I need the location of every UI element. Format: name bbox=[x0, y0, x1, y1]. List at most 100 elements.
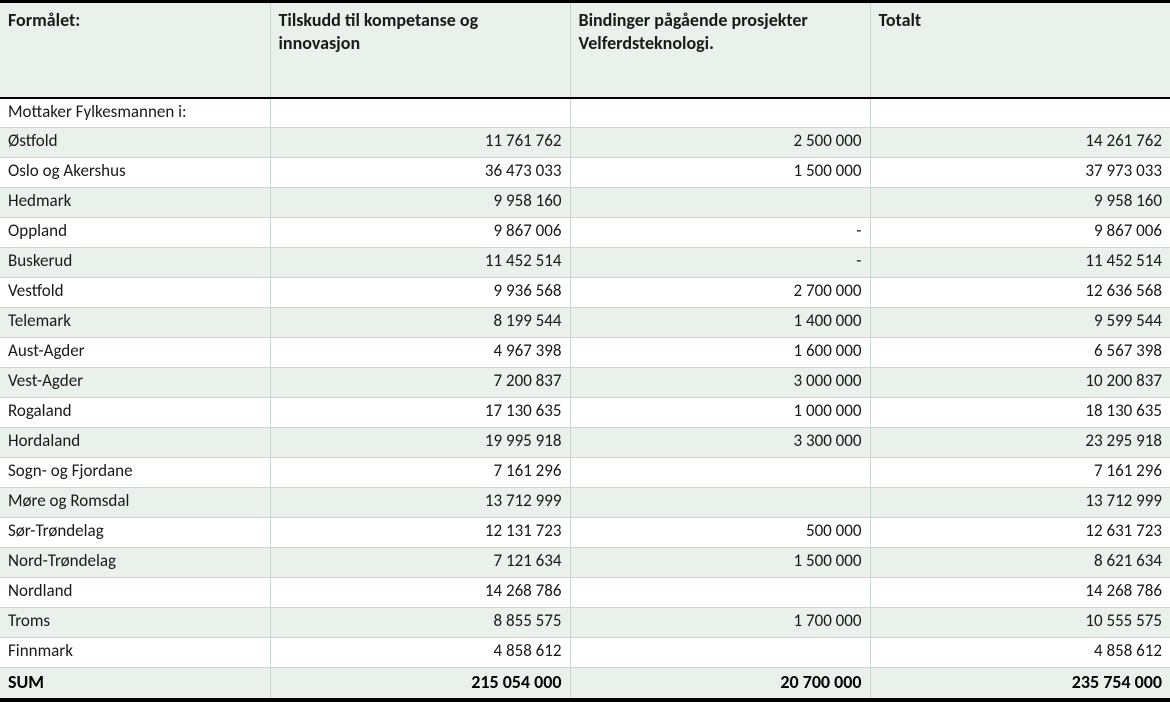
row-value-c2: 2 700 000 bbox=[570, 278, 870, 308]
table-row: Vestfold9 936 5682 700 00012 636 568 bbox=[0, 278, 1170, 308]
subheader-empty bbox=[270, 98, 570, 128]
table-row: Troms8 855 5751 700 00010 555 575 bbox=[0, 608, 1170, 638]
row-value-c2 bbox=[570, 488, 870, 518]
table-header-row: Formålet: Tilskudd til kompetanse og inn… bbox=[0, 2, 1170, 98]
table-row: Hedmark9 958 1609 958 160 bbox=[0, 188, 1170, 218]
row-value-c2: - bbox=[570, 218, 870, 248]
row-value-c1: 9 867 006 bbox=[270, 218, 570, 248]
row-label: Vest-Agder bbox=[0, 368, 270, 398]
row-value-c1: 8 199 544 bbox=[270, 308, 570, 338]
row-label: Vestfold bbox=[0, 278, 270, 308]
row-value-c1: 36 473 033 bbox=[270, 158, 570, 188]
row-label: Buskerud bbox=[0, 248, 270, 278]
row-value-c2: 1 700 000 bbox=[570, 608, 870, 638]
row-value-c2: 1 000 000 bbox=[570, 398, 870, 428]
row-label: Rogaland bbox=[0, 398, 270, 428]
col-header-totalt: Totalt bbox=[870, 2, 1170, 98]
table-row: Møre og Romsdal13 712 99913 712 999 bbox=[0, 488, 1170, 518]
row-label: Finnmark bbox=[0, 638, 270, 668]
row-label: Hedmark bbox=[0, 188, 270, 218]
row-value-c3: 9 867 006 bbox=[870, 218, 1170, 248]
row-value-c3: 12 636 568 bbox=[870, 278, 1170, 308]
table-row: Nord-Trøndelag7 121 6341 500 0008 621 63… bbox=[0, 548, 1170, 578]
table-row: Buskerud11 452 514-11 452 514 bbox=[0, 248, 1170, 278]
row-value-c2: - bbox=[570, 248, 870, 278]
col-header-tilskudd: Tilskudd til kompetanse og innovasjon bbox=[270, 2, 570, 98]
subheader-empty bbox=[870, 98, 1170, 128]
row-value-c1: 7 200 837 bbox=[270, 368, 570, 398]
table-row: Nordland14 268 78614 268 786 bbox=[0, 578, 1170, 608]
row-value-c1: 13 712 999 bbox=[270, 488, 570, 518]
row-value-c1: 9 936 568 bbox=[270, 278, 570, 308]
col-header-purpose: Formålet: bbox=[0, 2, 270, 98]
row-value-c3: 14 268 786 bbox=[870, 578, 1170, 608]
row-value-c3: 10 200 837 bbox=[870, 368, 1170, 398]
row-value-c1: 14 268 786 bbox=[270, 578, 570, 608]
table-row: Oslo og Akershus36 473 0331 500 00037 97… bbox=[0, 158, 1170, 188]
table-row: Sogn- og Fjordane7 161 2967 161 296 bbox=[0, 458, 1170, 488]
row-value-c3: 7 161 296 bbox=[870, 458, 1170, 488]
row-value-c2 bbox=[570, 578, 870, 608]
sum-value-c1: 215 054 000 bbox=[270, 668, 570, 700]
subheader-label: Mottaker Fylkesmannen i: bbox=[0, 98, 270, 128]
row-value-c3: 14 261 762 bbox=[870, 128, 1170, 158]
table-subheader-row: Mottaker Fylkesmannen i: bbox=[0, 98, 1170, 128]
row-value-c3: 9 599 544 bbox=[870, 308, 1170, 338]
row-value-c1: 19 995 918 bbox=[270, 428, 570, 458]
row-label: Nordland bbox=[0, 578, 270, 608]
subheader-empty bbox=[570, 98, 870, 128]
table-row: Vest-Agder7 200 8373 000 00010 200 837 bbox=[0, 368, 1170, 398]
table-row: Oppland9 867 006-9 867 006 bbox=[0, 218, 1170, 248]
row-value-c3: 6 567 398 bbox=[870, 338, 1170, 368]
row-value-c1: 12 131 723 bbox=[270, 518, 570, 548]
row-value-c3: 11 452 514 bbox=[870, 248, 1170, 278]
row-value-c2 bbox=[570, 638, 870, 668]
table-row: Sør-Trøndelag12 131 723500 00012 631 723 bbox=[0, 518, 1170, 548]
table-row: Østfold11 761 7622 500 00014 261 762 bbox=[0, 128, 1170, 158]
row-value-c1: 7 161 296 bbox=[270, 458, 570, 488]
row-label: Østfold bbox=[0, 128, 270, 158]
row-value-c2 bbox=[570, 188, 870, 218]
row-value-c1: 11 761 762 bbox=[270, 128, 570, 158]
row-value-c2: 500 000 bbox=[570, 518, 870, 548]
row-value-c1: 9 958 160 bbox=[270, 188, 570, 218]
table-sum-row: SUM215 054 00020 700 000235 754 000 bbox=[0, 668, 1170, 700]
row-value-c3: 12 631 723 bbox=[870, 518, 1170, 548]
table-row: Telemark8 199 5441 400 0009 599 544 bbox=[0, 308, 1170, 338]
row-value-c2 bbox=[570, 458, 870, 488]
funding-table-container: Formålet: Tilskudd til kompetanse og inn… bbox=[0, 0, 1170, 702]
row-label: Oppland bbox=[0, 218, 270, 248]
row-label: Hordaland bbox=[0, 428, 270, 458]
table-row: Hordaland19 995 9183 300 00023 295 918 bbox=[0, 428, 1170, 458]
row-label: Sogn- og Fjordane bbox=[0, 458, 270, 488]
row-value-c3: 4 858 612 bbox=[870, 638, 1170, 668]
row-value-c1: 4 967 398 bbox=[270, 338, 570, 368]
row-label: Troms bbox=[0, 608, 270, 638]
row-label: Aust-Agder bbox=[0, 338, 270, 368]
col-header-bindinger: Bindinger pågående prosjekter Velferdste… bbox=[570, 2, 870, 98]
row-value-c1: 7 121 634 bbox=[270, 548, 570, 578]
row-label: Møre og Romsdal bbox=[0, 488, 270, 518]
row-value-c1: 8 855 575 bbox=[270, 608, 570, 638]
sum-value-c2: 20 700 000 bbox=[570, 668, 870, 700]
row-value-c2: 3 000 000 bbox=[570, 368, 870, 398]
row-label: Telemark bbox=[0, 308, 270, 338]
row-label: Oslo og Akershus bbox=[0, 158, 270, 188]
row-value-c1: 11 452 514 bbox=[270, 248, 570, 278]
table-row: Finnmark4 858 6124 858 612 bbox=[0, 638, 1170, 668]
row-value-c1: 4 858 612 bbox=[270, 638, 570, 668]
row-value-c2: 1 600 000 bbox=[570, 338, 870, 368]
row-value-c2: 1 500 000 bbox=[570, 548, 870, 578]
row-label: Sør-Trøndelag bbox=[0, 518, 270, 548]
row-value-c2: 1 400 000 bbox=[570, 308, 870, 338]
row-value-c2: 1 500 000 bbox=[570, 158, 870, 188]
row-value-c1: 17 130 635 bbox=[270, 398, 570, 428]
row-value-c3: 9 958 160 bbox=[870, 188, 1170, 218]
table-row: Rogaland17 130 6351 000 00018 130 635 bbox=[0, 398, 1170, 428]
row-value-c3: 10 555 575 bbox=[870, 608, 1170, 638]
row-value-c3: 18 130 635 bbox=[870, 398, 1170, 428]
row-value-c2: 3 300 000 bbox=[570, 428, 870, 458]
sum-value-c3: 235 754 000 bbox=[870, 668, 1170, 700]
row-value-c3: 37 973 033 bbox=[870, 158, 1170, 188]
row-value-c3: 13 712 999 bbox=[870, 488, 1170, 518]
